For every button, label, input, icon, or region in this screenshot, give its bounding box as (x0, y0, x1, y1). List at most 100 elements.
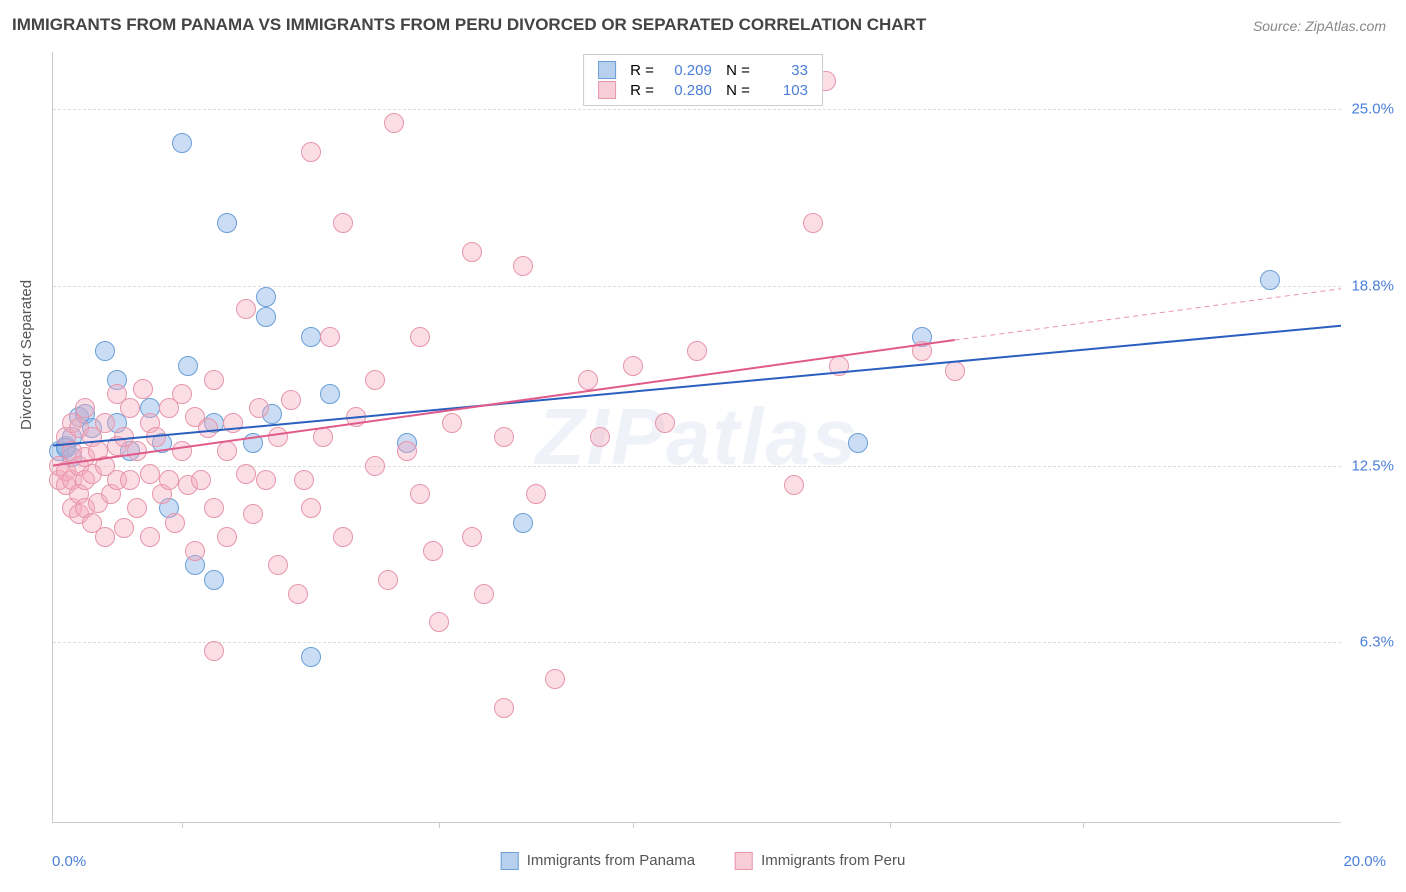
scatter-point (513, 513, 533, 533)
scatter-point (172, 384, 192, 404)
scatter-point (333, 213, 353, 233)
scatter-point (204, 641, 224, 661)
scatter-point (494, 698, 514, 718)
scatter-point (410, 484, 430, 504)
scatter-point (320, 384, 340, 404)
plot-area: ZIPatlas (52, 52, 1341, 823)
scatter-point (178, 356, 198, 376)
scatter-point (346, 407, 366, 427)
scatter-point (494, 427, 514, 447)
scatter-point (95, 413, 115, 433)
legend-item: Immigrants from Panama (501, 852, 695, 870)
gridline (53, 286, 1341, 287)
scatter-point (281, 390, 301, 410)
scatter-point (687, 341, 707, 361)
scatter-point (301, 647, 321, 667)
scatter-point (397, 441, 417, 461)
scatter-point (114, 518, 134, 538)
x-tick (890, 822, 891, 828)
scatter-point (249, 398, 269, 418)
scatter-point (75, 398, 95, 418)
y-tick-label: 25.0% (1351, 101, 1394, 118)
scatter-point (133, 379, 153, 399)
scatter-point (268, 427, 288, 447)
scatter-point (912, 341, 932, 361)
scatter-point (545, 669, 565, 689)
scatter-point (204, 570, 224, 590)
scatter-point (120, 398, 140, 418)
scatter-point (945, 361, 965, 381)
scatter-point (301, 327, 321, 347)
scatter-point (120, 470, 140, 490)
chart-title: IMMIGRANTS FROM PANAMA VS IMMIGRANTS FRO… (12, 15, 926, 35)
y-tick-label: 12.5% (1351, 457, 1394, 474)
scatter-point (320, 327, 340, 347)
scatter-point (462, 527, 482, 547)
scatter-point (333, 527, 353, 547)
x-tick (633, 822, 634, 828)
scatter-point (365, 370, 385, 390)
scatter-point (462, 242, 482, 262)
scatter-point (301, 142, 321, 162)
scatter-point (623, 356, 643, 376)
scatter-point (313, 427, 333, 447)
watermark: ZIPatlas (536, 391, 859, 483)
x-axis-max-label: 20.0% (1343, 853, 1386, 870)
scatter-point (191, 470, 211, 490)
scatter-point (223, 413, 243, 433)
scatter-point (526, 484, 546, 504)
scatter-point (256, 307, 276, 327)
scatter-point (829, 356, 849, 376)
scatter-point (243, 504, 263, 524)
scatter-point (172, 441, 192, 461)
y-tick-label: 18.8% (1351, 277, 1394, 294)
scatter-point (127, 498, 147, 518)
x-tick (182, 822, 183, 828)
scatter-point (429, 612, 449, 632)
scatter-point (378, 570, 398, 590)
scatter-point (159, 470, 179, 490)
scatter-point (423, 541, 443, 561)
scatter-point (294, 470, 314, 490)
scatter-point (172, 133, 192, 153)
scatter-point (165, 513, 185, 533)
legend-swatch (598, 81, 616, 99)
scatter-point (140, 527, 160, 547)
scatter-point (204, 370, 224, 390)
x-axis-min-label: 0.0% (52, 853, 86, 870)
scatter-point (410, 327, 430, 347)
scatter-point (803, 213, 823, 233)
x-tick (439, 822, 440, 828)
scatter-point (1260, 270, 1280, 290)
scatter-point (236, 464, 256, 484)
legend-swatch (735, 852, 753, 870)
scatter-point (198, 418, 218, 438)
legend-item: Immigrants from Peru (735, 852, 905, 870)
scatter-point (784, 475, 804, 495)
gridline (53, 109, 1341, 110)
scatter-point (256, 470, 276, 490)
scatter-point (590, 427, 610, 447)
scatter-point (217, 213, 237, 233)
scatter-point (140, 464, 160, 484)
scatter-point (217, 527, 237, 547)
scatter-point (384, 113, 404, 133)
y-tick-label: 6.3% (1360, 634, 1394, 651)
correlation-legend-row: R = 0.209 N = 33 (598, 61, 808, 79)
scatter-point (256, 287, 276, 307)
scatter-point (217, 441, 237, 461)
scatter-point (95, 341, 115, 361)
scatter-point (848, 433, 868, 453)
scatter-point (185, 541, 205, 561)
y-axis-label: Divorced or Separated (18, 280, 35, 430)
scatter-point (578, 370, 598, 390)
legend-swatch (501, 852, 519, 870)
scatter-point (301, 498, 321, 518)
scatter-point (442, 413, 462, 433)
scatter-point (474, 584, 494, 604)
series-legend: Immigrants from Panama Immigrants from Pe… (501, 852, 906, 870)
correlation-legend: R = 0.209 N = 33 R = 0.280 N = 103 (583, 54, 823, 106)
scatter-point (513, 256, 533, 276)
scatter-point (146, 427, 166, 447)
scatter-point (268, 555, 288, 575)
